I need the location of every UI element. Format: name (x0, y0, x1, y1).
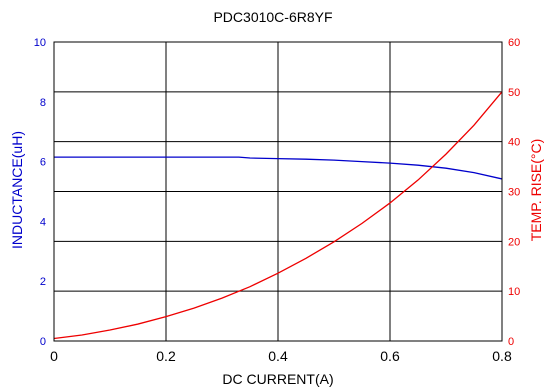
x-tick-label: 0 (50, 348, 58, 364)
y-left-tick-label: 2 (40, 276, 46, 288)
x-axis-label: DC CURRENT(A) (222, 371, 333, 387)
y-right-tick-label: 60 (508, 37, 520, 49)
y-right-tick-label: 20 (508, 236, 520, 248)
x-tick-label: 0.4 (268, 348, 288, 364)
y-right-tick-label: 0 (508, 336, 514, 348)
y-right-tick-label: 30 (508, 187, 520, 199)
temp-rise-line (53, 91, 503, 340)
y-left-tick-label: 6 (40, 157, 46, 169)
grid (54, 42, 502, 341)
plot-frame (53, 41, 503, 342)
x-tick-label: 0.6 (380, 348, 400, 364)
y-left-tick-label: 8 (40, 97, 46, 109)
y-axis-label-left: INDUCTANCE(uH) (9, 131, 25, 249)
y-right-tick-label: 40 (508, 137, 520, 149)
y-left-tick-label: 0 (40, 336, 46, 348)
series-lines (53, 91, 503, 340)
x-tick-label: 0.8 (492, 348, 512, 364)
y-right-tick-label: 50 (508, 87, 520, 99)
y-left-tick-label: 4 (40, 216, 46, 228)
y-axis-label-right: TEMP. RISE(°C) (528, 139, 544, 242)
y-left-tick-label: 10 (34, 37, 46, 49)
chart-title: PDC3010C-6R8YF (213, 9, 332, 25)
x-tick-label: 0.2 (156, 348, 176, 364)
y-right-tick-label: 10 (508, 286, 520, 298)
inductance-line (54, 156, 503, 180)
